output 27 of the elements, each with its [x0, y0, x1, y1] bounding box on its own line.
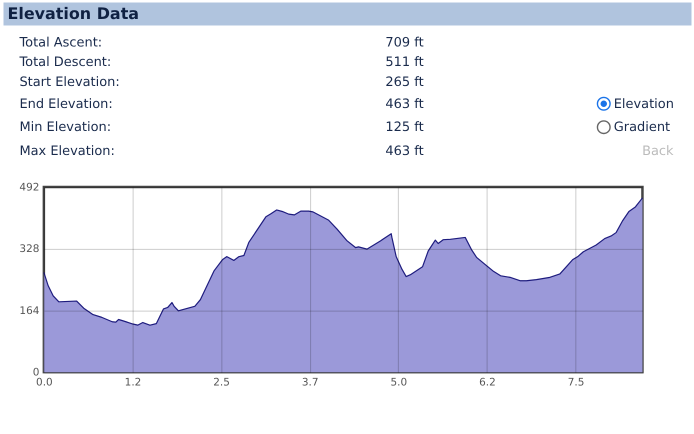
x-tick-label: 1.2: [124, 376, 142, 389]
x-tick-label: 5.0: [390, 376, 408, 389]
text: 125 ft: [385, 120, 424, 136]
y-tick-label: 164: [19, 304, 40, 317]
text: 265 ft: [385, 74, 424, 90]
text: Elevation: [614, 96, 674, 112]
text: 511 ft: [385, 54, 424, 70]
text: Elevation Data: [7, 4, 140, 24]
y-tick-label: 328: [19, 243, 40, 256]
text: Back: [642, 144, 674, 160]
text: Min Elevation:: [19, 120, 112, 136]
text: Total Ascent:: [18, 35, 102, 50]
x-tick-label: 7.5: [568, 376, 584, 389]
text: Max Elevation:: [19, 144, 115, 160]
text: 463 ft: [385, 144, 424, 160]
text: Gradient: [614, 120, 670, 136]
x-tick-label: 6.2: [479, 376, 496, 389]
text: End Elevation:: [19, 96, 113, 112]
text: Start Elevation:: [19, 74, 120, 90]
y-tick-label: 492: [19, 182, 40, 194]
x-tick-label: 0.0: [36, 376, 53, 389]
y-tick-label: 0: [32, 366, 40, 379]
text: Total Descent:: [18, 54, 112, 70]
x-tick-label: 3.7: [302, 376, 319, 389]
x-tick-label: 2.5: [213, 376, 230, 389]
text: 709 ft: [385, 35, 424, 50]
text: 463 ft: [385, 96, 424, 112]
